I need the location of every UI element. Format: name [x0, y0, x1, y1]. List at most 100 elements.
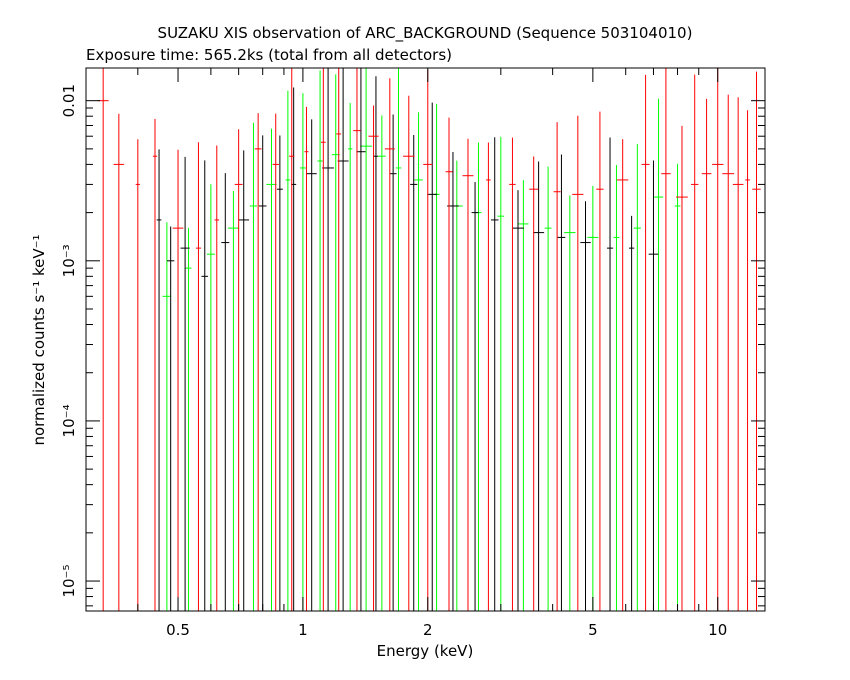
data-point [486, 142, 491, 611]
data-point [661, 68, 671, 611]
data-point [410, 135, 418, 611]
data-point [628, 215, 635, 611]
data-point [653, 98, 664, 611]
data-point [490, 137, 499, 611]
data-point [403, 95, 415, 611]
data-point [414, 112, 423, 611]
data-point [553, 122, 561, 611]
data-point [691, 74, 699, 611]
data-point [201, 160, 209, 611]
data-point [722, 94, 735, 611]
data-point [712, 68, 724, 611]
x-axis-label: Energy (keV) [377, 642, 474, 660]
data-point [596, 111, 604, 611]
data-point [433, 103, 440, 611]
data-point [172, 149, 184, 611]
data-point [206, 184, 215, 611]
data-point [97, 68, 109, 611]
data-point [676, 125, 688, 611]
data-point [533, 161, 545, 611]
data-point [373, 76, 379, 611]
y-tick-label: 10⁻⁴ [60, 404, 78, 437]
data-point [299, 93, 306, 611]
data-point [304, 106, 309, 611]
data-point [613, 165, 620, 611]
x-tick-label: 1 [298, 621, 308, 639]
data-point [389, 114, 397, 611]
x-tick-label: 0.5 [166, 621, 190, 639]
data-point [214, 145, 219, 611]
data-point [322, 68, 334, 611]
data-point [752, 71, 761, 611]
data-point [587, 185, 599, 611]
data-point [745, 110, 750, 611]
data-point [395, 68, 402, 611]
data-point [572, 115, 584, 611]
data-point [249, 122, 258, 611]
x-tick-label: 10 [708, 621, 727, 639]
data-point [356, 68, 366, 611]
data-point [276, 135, 283, 611]
data-point [557, 154, 566, 611]
data-point [701, 98, 712, 611]
data-point [221, 173, 230, 611]
data-point [306, 119, 317, 611]
data-point [180, 156, 190, 611]
data-point [360, 68, 372, 611]
data-point [674, 163, 681, 611]
plot-frame [85, 67, 766, 612]
data-point [289, 68, 295, 611]
data-point [606, 137, 614, 611]
data-point [423, 69, 433, 611]
data-point [152, 118, 158, 611]
data-point [185, 227, 192, 611]
data-point [317, 70, 323, 611]
data-point [497, 136, 505, 611]
data-point [347, 103, 353, 611]
data-point [238, 150, 250, 611]
y-tick-label: 10⁻³ [60, 244, 78, 277]
data-point [113, 113, 125, 611]
data-point [518, 180, 529, 611]
y-tick-label: 10⁻⁵ [60, 565, 78, 598]
data-point [285, 90, 291, 611]
chart-title: SUZAKU XIS observation of ARC_BACKGROUND… [158, 24, 693, 43]
data-point [617, 139, 629, 611]
data-point [732, 97, 744, 611]
chart-subtitle: Exposure time: 565.2ks (total from all d… [86, 46, 452, 64]
data-point [544, 166, 552, 611]
data-point [580, 201, 591, 611]
data-point [564, 195, 576, 611]
data-point [162, 222, 172, 611]
data-point [353, 68, 361, 611]
data-point [135, 139, 140, 611]
y-axis-label: normalized counts s⁻¹ keV⁻¹ [30, 234, 48, 445]
data-point [509, 137, 516, 611]
data-point [427, 102, 438, 611]
data-point [272, 113, 279, 611]
data-point [254, 113, 262, 611]
data-point [633, 143, 641, 611]
data-point [337, 68, 349, 611]
data-point [641, 74, 650, 611]
x-axis: 0.5 1 2 5 10 [85, 68, 727, 639]
data-point [266, 128, 277, 611]
x-tick-label: 2 [423, 621, 433, 639]
data-point [258, 135, 267, 611]
data-point [384, 78, 395, 611]
data-point [368, 105, 379, 611]
data-point [512, 190, 524, 611]
y-tick-label: 0.01 [60, 84, 78, 117]
data-point [320, 68, 326, 611]
data-point [234, 129, 243, 611]
data-point [156, 149, 162, 611]
y-axis: 10⁻⁵ 10⁻⁴ 10⁻³ 0.01 [60, 84, 765, 607]
data-point [529, 156, 539, 611]
data-layer [97, 68, 761, 611]
data-point [648, 160, 659, 611]
x-tick-label: 5 [588, 621, 598, 639]
data-point [445, 117, 453, 611]
data-point [227, 191, 239, 611]
data-point [195, 142, 202, 611]
